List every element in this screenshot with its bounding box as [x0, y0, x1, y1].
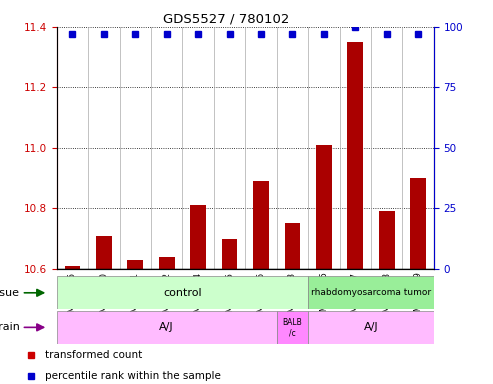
Bar	[277, 311, 308, 344]
Bar	[127, 260, 143, 269]
Bar	[284, 223, 300, 269]
Bar	[316, 145, 332, 269]
Bar	[410, 178, 426, 269]
Bar	[57, 276, 308, 309]
Bar	[308, 276, 434, 309]
Bar	[190, 205, 206, 269]
Text: BALB
/c: BALB /c	[282, 318, 302, 337]
Bar	[222, 238, 238, 269]
Text: tissue: tissue	[0, 288, 20, 298]
Bar	[379, 211, 394, 269]
Text: transformed count: transformed count	[45, 350, 142, 360]
Text: control: control	[163, 288, 202, 298]
Bar	[308, 311, 434, 344]
Bar	[348, 42, 363, 269]
Bar	[65, 266, 80, 269]
Text: percentile rank within the sample: percentile rank within the sample	[45, 371, 221, 381]
Text: A/J: A/J	[364, 322, 378, 333]
Text: strain: strain	[0, 322, 20, 333]
Title: GDS5527 / 780102: GDS5527 / 780102	[163, 13, 289, 26]
Text: rhabdomyosarcoma tumor: rhabdomyosarcoma tumor	[311, 288, 431, 297]
Bar	[159, 257, 175, 269]
Bar	[253, 181, 269, 269]
Bar	[96, 235, 112, 269]
Bar	[57, 311, 277, 344]
Text: A/J: A/J	[159, 322, 174, 333]
